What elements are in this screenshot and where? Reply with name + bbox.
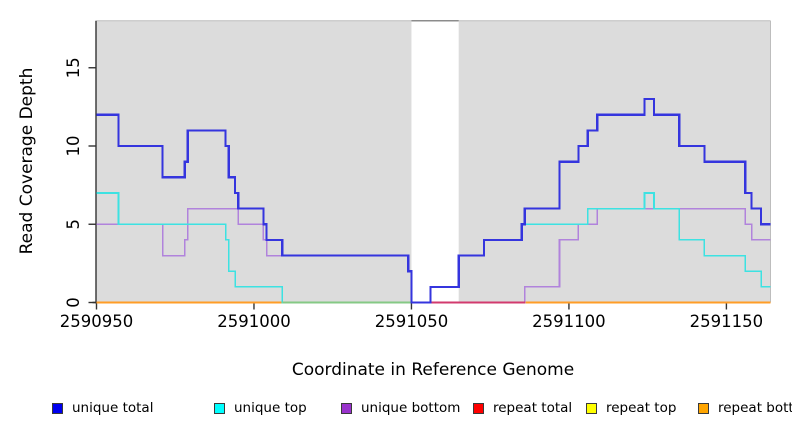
legend: unique total unique top unique bottom re…	[0, 398, 792, 422]
x-axis-title: Coordinate in Reference Genome	[291, 360, 575, 380]
legend-swatch-repeat-top	[586, 402, 597, 414]
legend-item-unique-bottom: unique bottom	[341, 398, 460, 418]
legend-swatch-repeat-total	[473, 402, 484, 414]
y-tick-label: 0	[64, 297, 83, 308]
legend-label: unique bottom	[361, 400, 461, 416]
y-tick-label: 15	[64, 57, 83, 78]
legend-item-unique-top: unique top	[214, 398, 307, 418]
legend-item-repeat-top: repeat top	[586, 398, 676, 418]
y-tick-label: 10	[64, 136, 83, 157]
legend-label: unique top	[234, 400, 307, 416]
masked-region	[411, 20, 459, 303]
legend-label: repeat top	[606, 400, 677, 416]
x-tick-label: 2591000	[217, 312, 291, 331]
legend-label: unique total	[72, 400, 154, 416]
y-axis-title: Read Coverage Depth	[17, 67, 37, 255]
legend-label: repeat total	[493, 400, 573, 416]
legend-swatch-repeat-bottom	[698, 402, 709, 414]
legend-item-unique-total: unique total	[52, 398, 153, 418]
x-tick-label: 2591100	[532, 312, 606, 331]
legend-swatch-unique-bottom	[341, 402, 352, 414]
legend-label: repeat bottom	[718, 400, 792, 416]
legend-swatch-unique-top	[214, 402, 225, 414]
x-tick-label: 2591050	[375, 312, 449, 331]
x-tick-label: 2590950	[60, 312, 134, 331]
y-tick-label: 5	[64, 219, 83, 230]
legend-swatch-unique-total	[52, 402, 63, 414]
x-tick-label: 2591150	[690, 312, 764, 331]
legend-item-repeat-bottom: repeat bottom	[698, 398, 792, 418]
legend-item-repeat-total: repeat total	[473, 398, 572, 418]
series-unique-total	[96, 98, 771, 304]
